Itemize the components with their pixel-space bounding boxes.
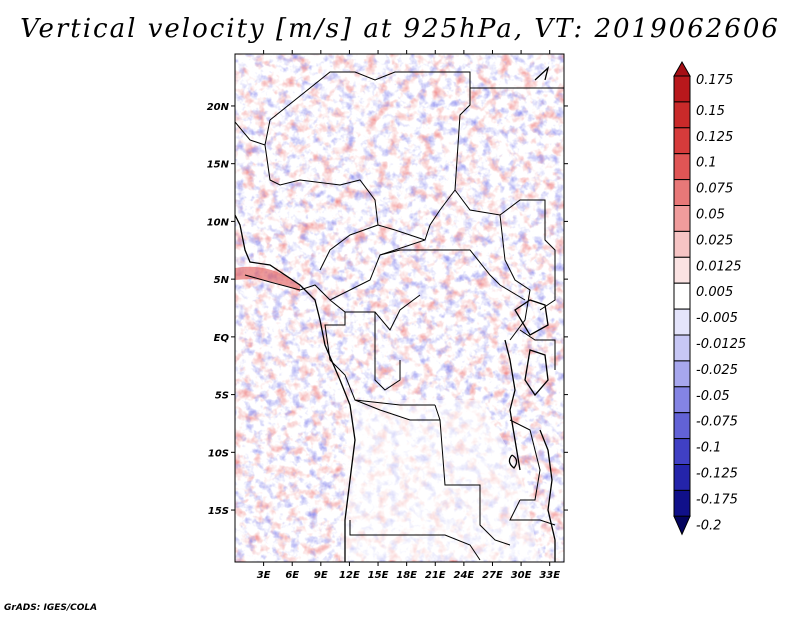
lon-tick-label: 21E xyxy=(425,570,446,581)
lon-tick-label: 18E xyxy=(396,570,417,581)
vertical-velocity-field xyxy=(235,54,564,562)
lat-tick-label: 15S xyxy=(208,506,229,517)
map-frame xyxy=(234,53,565,563)
lon-tick-label: 12E xyxy=(339,570,360,581)
colorbar-swatch xyxy=(673,179,691,207)
colorbar-label: -0.005 xyxy=(696,311,738,326)
colorbar-label: -0.05 xyxy=(696,389,730,404)
colorbar-swatch xyxy=(673,230,691,258)
lon-tick-label: 9E xyxy=(314,570,328,581)
colorbar-label: -0.0125 xyxy=(696,337,746,352)
colorbar-label: 0.05 xyxy=(696,208,725,223)
grads-credit: GrADS: IGES/COLA xyxy=(4,603,98,613)
colorbar-label: -0.025 xyxy=(696,363,738,378)
colorbar-swatch xyxy=(673,101,691,129)
colorbar-legend: 0.175 0.15 0.125 0.1 0.075 0.05 0.025 0.0125 0.0… xyxy=(673,60,746,536)
lon-tick-label: 15E xyxy=(368,570,389,581)
colorbar-label: 0.025 xyxy=(696,233,733,248)
lon-tick-label: 33E xyxy=(539,570,560,581)
colorbar-swatch xyxy=(673,256,691,284)
colorbar-swatch xyxy=(673,489,691,517)
lon-tick-label: 24E xyxy=(453,570,474,581)
lat-tick-label: 10S xyxy=(208,448,229,459)
colorbar-label: 0.075 xyxy=(696,182,733,197)
colorbar-label: 0.005 xyxy=(696,285,733,300)
colorbar-label: 0.0125 xyxy=(696,259,742,274)
colorbar-swatch xyxy=(673,412,691,440)
colorbar-label: 0.15 xyxy=(696,104,725,119)
colorbar-label: 0.175 xyxy=(696,73,733,88)
colorbar-label: 0.125 xyxy=(696,130,733,145)
lat-tick-label: 10N xyxy=(207,217,230,228)
colorbar-swatch xyxy=(673,282,691,310)
map-axes: 3E 6E 9E 12E 15E 18E 21E 24E 27E 30E 33E 20N 15N 10N 5… xyxy=(207,50,568,581)
colorbar-swatch xyxy=(673,438,691,466)
lon-tick-label: 27E xyxy=(482,570,503,581)
colorbar-swatch xyxy=(673,308,691,336)
lat-tick-label: 5S xyxy=(215,391,229,402)
colorbar-label: -0.175 xyxy=(696,492,738,507)
colorbar-swatch xyxy=(673,75,691,103)
lat-tick-label: 15N xyxy=(207,160,230,171)
lon-tick-label: 30E xyxy=(511,570,532,581)
colorbar-label: -0.125 xyxy=(696,467,738,482)
map-title: Vertical velocity [m/s] at 925hPa, VT: 2… xyxy=(20,14,780,44)
lat-tick-label: 5N xyxy=(214,275,230,286)
colorbar-swatch xyxy=(673,464,691,491)
colorbar-label: -0.2 xyxy=(696,518,721,533)
lon-tick-label: 3E xyxy=(257,570,271,581)
colorbar-label: 0.1 xyxy=(696,156,717,171)
colorbar-label: -0.075 xyxy=(696,415,738,430)
colorbar-swatch xyxy=(673,334,691,362)
colorbar-swatch xyxy=(673,205,691,232)
colorbar-bottom-arrow xyxy=(673,515,691,536)
colorbar-label: -0.1 xyxy=(696,441,721,456)
colorbar-top-arrow xyxy=(673,60,691,77)
coastline xyxy=(235,66,556,562)
colorbar-swatch xyxy=(673,386,691,414)
colorbar-swatch xyxy=(673,127,691,155)
country-borders xyxy=(235,71,564,561)
lat-tick-label: EQ xyxy=(214,333,230,344)
colorbar-swatch xyxy=(673,153,691,181)
lon-tick-label: 6E xyxy=(285,570,299,581)
colorbar-swatch xyxy=(673,360,691,388)
lat-tick-label: 20N xyxy=(207,102,230,113)
